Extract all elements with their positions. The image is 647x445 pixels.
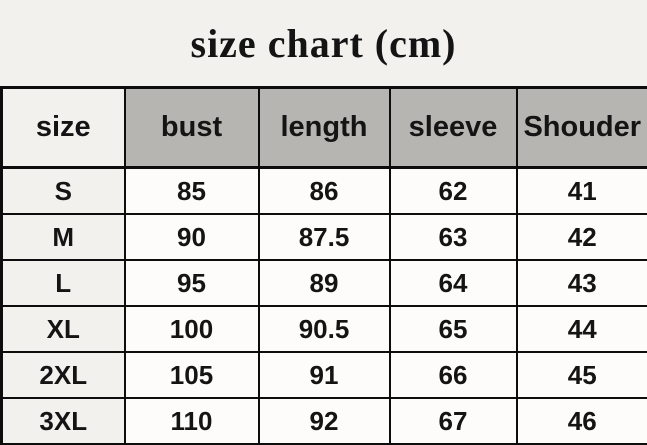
measurement-cell: 64 xyxy=(390,260,517,306)
measurement-cell: 45 xyxy=(517,352,647,398)
column-header-length: length xyxy=(259,88,390,168)
size-label-cell: L xyxy=(2,260,125,306)
size-label-cell: S xyxy=(2,168,125,215)
page-title: size chart (cm) xyxy=(191,20,457,67)
measurement-cell: 90 xyxy=(125,214,259,260)
column-header-sleeve: sleeve xyxy=(390,88,517,168)
size-label-cell: 3XL xyxy=(2,398,125,444)
measurement-cell: 89 xyxy=(259,260,390,306)
column-header-shoulder: Shouder xyxy=(517,88,647,168)
column-header-bust: bust xyxy=(125,88,259,168)
page-title-area: size chart (cm) xyxy=(0,0,647,86)
measurement-cell: 86 xyxy=(259,168,390,215)
measurement-cell: 41 xyxy=(517,168,647,215)
measurement-cell: 62 xyxy=(390,168,517,215)
measurement-cell: 43 xyxy=(517,260,647,306)
measurement-cell: 85 xyxy=(125,168,259,215)
measurement-cell: 105 xyxy=(125,352,259,398)
measurement-cell: 92 xyxy=(259,398,390,444)
measurement-cell: 95 xyxy=(125,260,259,306)
column-header-size: size xyxy=(2,88,125,168)
header-row: size bust length sleeve Shouder xyxy=(2,88,647,168)
measurement-cell: 110 xyxy=(125,398,259,444)
measurement-cell: 100 xyxy=(125,306,259,352)
size-label-cell: 2XL xyxy=(2,352,125,398)
size-label-cell: XL xyxy=(2,306,125,352)
measurement-cell: 87.5 xyxy=(259,214,390,260)
measurement-cell: 63 xyxy=(390,214,517,260)
measurement-cell: 91 xyxy=(259,352,390,398)
size-label-cell: M xyxy=(2,214,125,260)
measurement-cell: 67 xyxy=(390,398,517,444)
measurement-cell: 90.5 xyxy=(259,306,390,352)
measurement-cell: 46 xyxy=(517,398,647,444)
measurement-cell: 66 xyxy=(390,352,517,398)
measurement-cell: 42 xyxy=(517,214,647,260)
measurement-cell: 44 xyxy=(517,306,647,352)
measurement-cell: 65 xyxy=(390,306,517,352)
